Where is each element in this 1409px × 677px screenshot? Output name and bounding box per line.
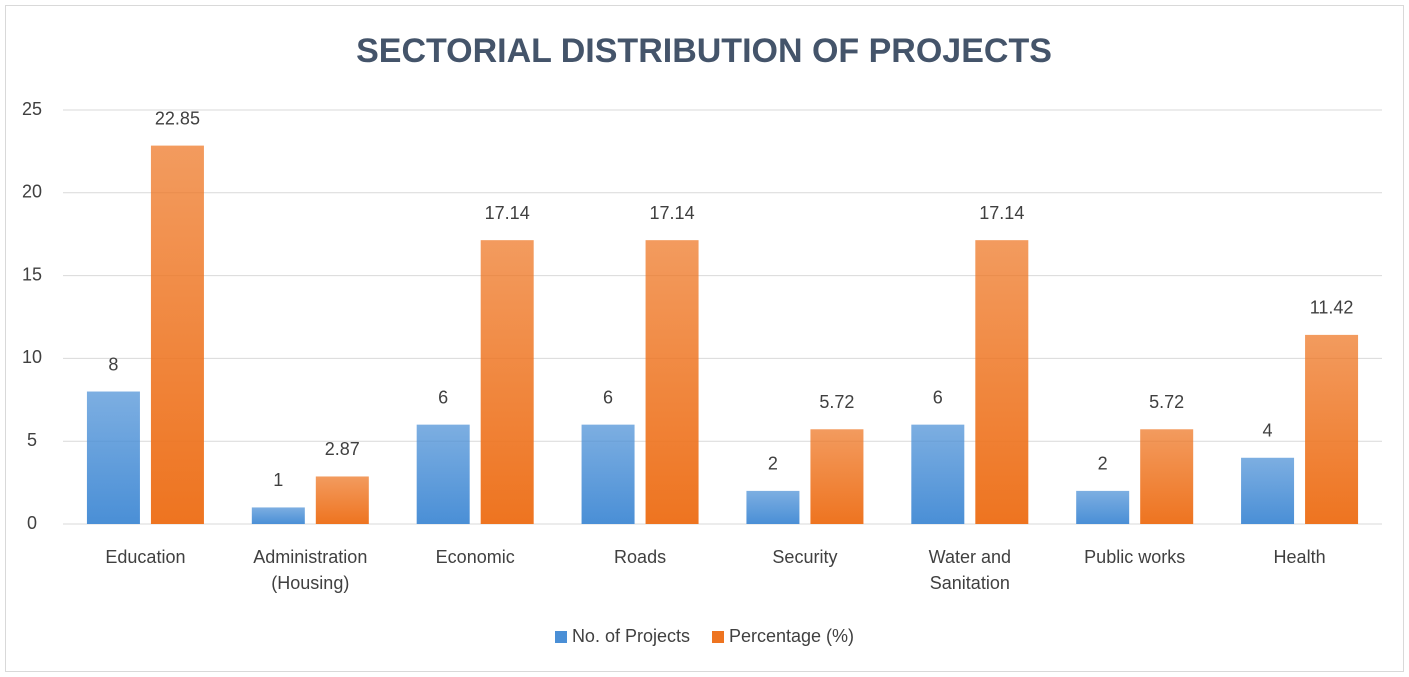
y-tick-label: 10: [22, 347, 42, 367]
bar: [1241, 457, 1295, 524]
x-tick-label: Administration (Housing): [253, 547, 368, 593]
data-label: 5.72: [819, 392, 854, 412]
bar: [251, 507, 305, 524]
data-label: 17.14: [650, 203, 695, 223]
bar: [810, 429, 864, 524]
legend-item: No. of Projects: [554, 626, 690, 647]
data-label: 5.72: [1149, 392, 1184, 412]
y-tick-label: 0: [27, 513, 37, 533]
legend-label: No. of Projects: [571, 626, 690, 646]
bar: [1076, 490, 1130, 524]
data-label: 22.85: [155, 108, 200, 128]
bar: [911, 424, 965, 524]
data-label: 2.87: [325, 439, 360, 459]
data-label: 6: [438, 387, 448, 407]
bar: [1305, 334, 1359, 524]
chart-title: SECTORIAL DISTRIBUTION OF PROJECTS: [356, 32, 1052, 70]
x-tick-label: Water and Sanitation: [928, 547, 1011, 593]
x-tick-label: Economic: [435, 547, 515, 567]
legend-label: Percentage (%): [728, 626, 855, 646]
x-tick-label: Education: [105, 547, 186, 567]
bar: [315, 476, 369, 524]
y-tick-label: 15: [22, 264, 42, 284]
data-label: 2: [768, 454, 778, 474]
data-label: 1: [273, 470, 283, 490]
x-tick-label: Health: [1273, 547, 1326, 567]
legend-swatch: [554, 630, 567, 643]
y-tick-label: 25: [22, 99, 42, 119]
data-label: 6: [603, 387, 613, 407]
y-tick-label: 5: [27, 430, 37, 450]
y-tick-label: 20: [22, 182, 42, 202]
x-tick-label: Roads: [614, 547, 667, 567]
bar: [581, 424, 635, 524]
x-tick-label: Security: [772, 547, 838, 567]
data-label: 17.14: [979, 203, 1024, 223]
legend-item: Percentage (%): [711, 626, 855, 647]
data-label: 11.42: [1310, 298, 1354, 318]
bar: [975, 240, 1029, 524]
chart-border: [5, 5, 1404, 672]
bar: [86, 391, 140, 524]
data-label: 17.14: [485, 203, 530, 223]
data-label: 4: [1263, 421, 1273, 441]
data-label: 2: [1098, 454, 1108, 474]
bar: [645, 240, 699, 524]
data-label: 8: [108, 354, 118, 374]
legend: No. of Projects Percentage (%): [0, 626, 1409, 647]
bar: [416, 424, 470, 524]
bar: [1140, 429, 1194, 524]
bar: [480, 240, 534, 524]
data-label: 6: [933, 387, 943, 407]
x-tick-label: Public works: [1084, 547, 1186, 567]
bar: [746, 490, 800, 524]
legend-swatch: [711, 630, 724, 643]
bar: [150, 145, 204, 524]
